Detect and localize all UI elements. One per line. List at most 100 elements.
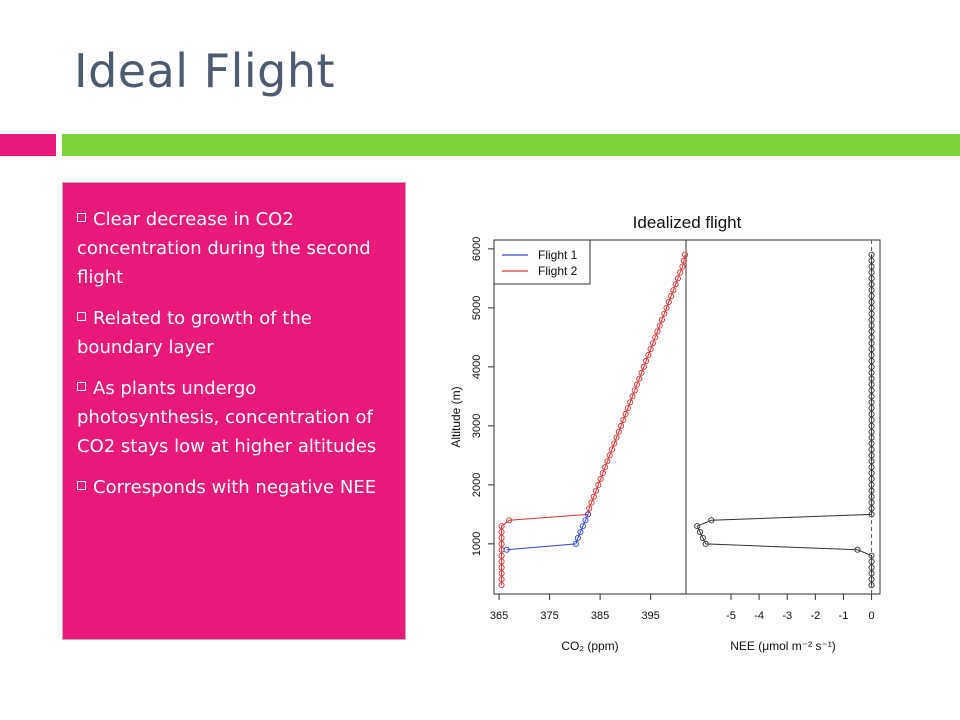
right-plot-frame	[685, 239, 881, 595]
nee-point	[868, 369, 875, 376]
co2-panel: 1000 2000 3000 4000 5000 6000 365 375 385 395	[471, 237, 689, 622]
flight-2-point	[656, 322, 663, 329]
flight-2-point	[615, 428, 622, 435]
bullet-item: As plants undergo photosynthesis, concen…	[77, 374, 385, 461]
nee-point	[868, 399, 875, 406]
y-tick-label: 6000	[471, 237, 483, 261]
flight-2-point	[661, 310, 668, 317]
nee-point	[868, 564, 875, 571]
flight-2-point	[636, 375, 643, 382]
flight-2-point	[498, 570, 505, 577]
flight-1-line	[506, 514, 589, 551]
flight-1-point	[582, 517, 589, 524]
flight-2-point	[674, 275, 681, 282]
nee-point	[868, 458, 875, 465]
flight-2-point	[672, 281, 679, 288]
flight-2-point	[658, 316, 666, 323]
checkbox-bullet-icon	[77, 213, 86, 222]
nee-point	[868, 434, 875, 441]
nee-point	[868, 469, 875, 477]
bullet-text: As plants undergo photosynthesis, concen…	[77, 378, 377, 457]
slide-title: Ideal Flight	[74, 44, 336, 98]
nee-point	[868, 487, 875, 494]
flight-2-point	[602, 464, 609, 471]
flight-2-point	[663, 304, 670, 311]
nee-point	[868, 410, 875, 418]
legend-box	[493, 239, 591, 285]
nee-point	[868, 328, 875, 335]
nee-point	[699, 534, 706, 542]
flight-2-point	[498, 523, 505, 530]
flight-2-point	[597, 475, 604, 483]
nee-point	[708, 517, 715, 524]
nee-point	[868, 481, 875, 488]
flight-2-point	[652, 334, 659, 341]
flight-2-point	[590, 493, 597, 500]
nee-point	[868, 440, 875, 447]
nee-point	[868, 428, 875, 435]
nee-point	[868, 405, 875, 412]
flight-2-point	[498, 576, 505, 583]
nee-point	[868, 257, 875, 264]
legend-label-flight-1: Flight 1	[538, 248, 578, 262]
flight-2-point	[677, 269, 684, 276]
checkbox-bullet-icon	[77, 382, 86, 391]
accent-bar-pink	[0, 134, 56, 156]
nee-point	[868, 316, 875, 323]
flight-1-point	[577, 528, 584, 536]
nee-point	[854, 546, 861, 553]
flight-2-point	[640, 363, 647, 370]
bullet-text: Related to growth of the boundary layer	[77, 308, 312, 358]
nee-point	[868, 387, 875, 394]
nee-point	[868, 304, 875, 311]
idealized-flight-chart: Idealized flight 1000 2000 3000 4000 5000 600…	[449, 213, 881, 653]
checkbox-bullet-icon	[77, 481, 86, 490]
bullet-item: Clear decrease in CO2 concentration duri…	[77, 205, 385, 292]
nee-point	[868, 298, 875, 305]
nee-point	[694, 523, 701, 530]
nee-point	[868, 340, 875, 347]
flight-2-point	[680, 257, 688, 264]
flight-2-point	[631, 387, 638, 394]
x-axis-label-nee: NEE (μmol m⁻² s⁻¹)	[730, 639, 836, 653]
flight-2-point	[606, 452, 613, 459]
chart-title: Idealized flight	[633, 213, 742, 232]
bullet-item: Related to growth of the boundary layer	[77, 304, 385, 362]
flight-2-point	[679, 263, 686, 270]
nee-point	[868, 552, 875, 559]
nee-point	[868, 363, 875, 370]
bullet-text: Corresponds with negative NEE	[93, 477, 377, 498]
nee-point	[868, 464, 875, 471]
nee-x-tick-label: -2	[810, 610, 820, 622]
nee-point	[868, 558, 875, 565]
bullet-text: Clear decrease in CO2 concentration duri…	[77, 209, 371, 288]
nee-point	[868, 499, 875, 506]
flight-2-point	[599, 469, 606, 477]
y-tick-label: 5000	[471, 296, 483, 320]
flight-2-point	[498, 558, 505, 565]
nee-point	[868, 310, 875, 317]
co2-x-tick-label: 365	[490, 610, 508, 622]
flight-2-point	[681, 251, 689, 258]
flight-2-point	[633, 381, 641, 388]
flight-2-point	[622, 410, 629, 418]
y-tick-label: 1000	[471, 532, 483, 556]
nee-point	[868, 416, 875, 423]
nee-point	[868, 475, 875, 483]
nee-point	[868, 346, 875, 353]
co2-x-tick-label: 395	[641, 610, 659, 622]
flight-2-point	[586, 505, 593, 512]
flight-1-point	[572, 540, 579, 547]
y-tick-label: 3000	[471, 414, 483, 438]
nee-point	[868, 251, 875, 258]
y-axis-label: Altitude (m)	[449, 386, 463, 447]
nee-point	[702, 540, 709, 547]
nee-point	[868, 511, 875, 518]
flight-1-point	[579, 523, 586, 530]
legend: Flight 1 Flight 2	[493, 239, 591, 285]
nee-x-tick-label: -1	[839, 610, 849, 622]
nee-point	[868, 287, 875, 294]
nee-point	[697, 528, 704, 536]
flight-1-point	[574, 534, 581, 542]
bullet-item: Corresponds with negative NEE	[77, 473, 385, 502]
